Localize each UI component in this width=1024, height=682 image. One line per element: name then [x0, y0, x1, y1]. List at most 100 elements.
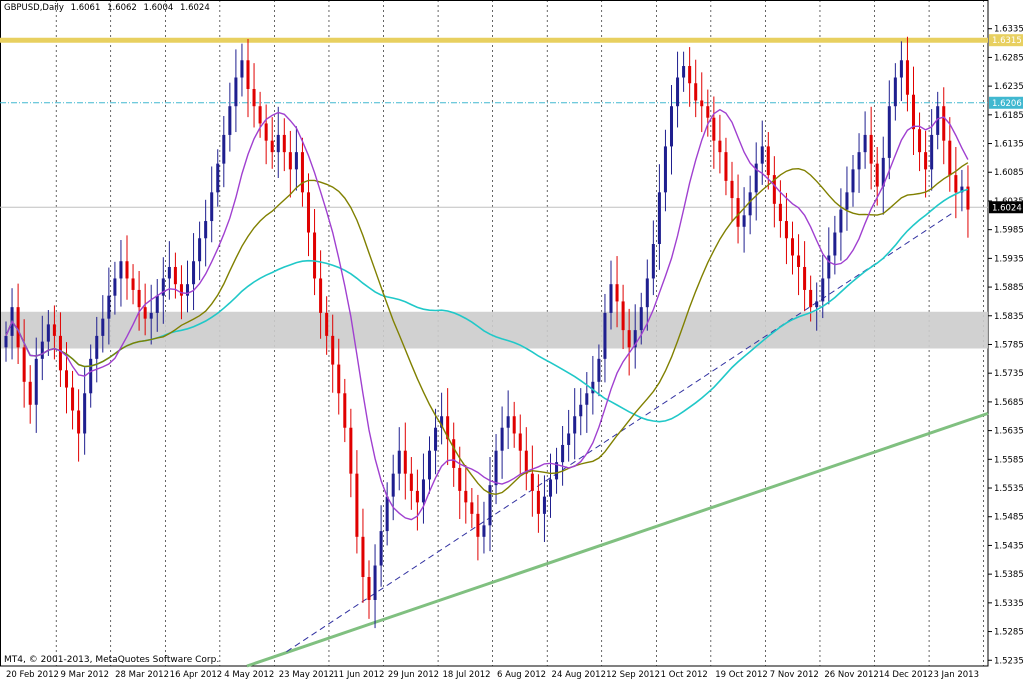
candle-body — [536, 490, 540, 514]
candle-body — [809, 289, 813, 308]
chart-header: GBPUSD,Daily 1.6061 1.6062 1.6004 1.6024 — [4, 3, 214, 13]
candle-body — [276, 134, 280, 153]
candle-body — [657, 192, 661, 245]
candle-body — [71, 387, 75, 411]
candle-body — [706, 106, 710, 118]
x-tick-label: 11 Jun 2012 — [333, 670, 384, 680]
x-tick-label: 26 Nov 2012 — [824, 670, 878, 680]
candle-body — [797, 255, 801, 267]
y-tick-label: 1.5935 — [994, 254, 1024, 264]
candle-body — [688, 66, 692, 84]
candle-body — [839, 209, 843, 233]
candle-body — [149, 312, 153, 319]
candle-body — [591, 381, 595, 394]
candle-body — [52, 324, 56, 336]
candle-body — [331, 335, 335, 365]
candle-body — [264, 123, 268, 141]
candle-body — [131, 278, 135, 290]
candle-body — [270, 140, 274, 153]
candle-body — [313, 232, 317, 279]
candle-body — [676, 77, 680, 107]
candle-body — [603, 312, 607, 359]
candle-body — [718, 140, 722, 153]
candle-body — [288, 152, 292, 170]
candle-body — [542, 496, 546, 514]
candle-body — [651, 244, 655, 279]
candle-body — [712, 117, 716, 141]
y-tick-label: 1.6285 — [994, 53, 1024, 63]
x-tick-label: 1 Oct 2012 — [661, 670, 708, 680]
candle-body — [954, 175, 958, 193]
candle-body — [95, 335, 99, 359]
candle-body — [942, 106, 946, 141]
candle-body — [615, 284, 619, 302]
candle-body — [46, 324, 50, 342]
candle-body — [125, 261, 129, 279]
candle-body — [742, 215, 746, 227]
candle-body — [216, 163, 220, 193]
candle-body — [355, 473, 359, 537]
candle-body — [155, 295, 159, 313]
x-tick-label: 12 Sep 2012 — [606, 670, 660, 680]
candle-body — [83, 393, 87, 434]
candle-body — [694, 83, 698, 101]
candle-body — [470, 502, 474, 514]
y-tick-label: 1.5635 — [994, 427, 1024, 437]
y-tick-label: 1.5385 — [994, 570, 1024, 580]
candle-body — [833, 232, 837, 256]
candle-body — [766, 146, 770, 176]
candle-body — [573, 416, 577, 434]
candle-body — [294, 152, 298, 170]
candle-body — [173, 266, 177, 285]
x-tick-label: 16 Apr 2012 — [170, 670, 223, 680]
candle-body — [567, 433, 571, 445]
candle-body — [409, 473, 413, 491]
y-tick-label: 1.6335 — [994, 25, 1024, 35]
y-tick-label: 1.6235 — [994, 82, 1024, 92]
x-tick-label: 14 Dec 2012 — [879, 670, 933, 680]
candle-body — [911, 94, 916, 130]
y-tick-label: 1.5485 — [994, 513, 1024, 523]
x-tick-label: 23 May 2012 — [279, 670, 334, 680]
close-value: 1.6024 — [179, 3, 210, 13]
candle-body — [222, 134, 226, 164]
candle-body — [440, 416, 444, 428]
candle-body — [349, 427, 353, 474]
resistance-price-label-bg — [989, 34, 1023, 47]
candle-body — [966, 186, 970, 210]
candle-body — [464, 490, 468, 503]
candle-body — [361, 536, 365, 578]
y-tick-label: 1.5685 — [994, 398, 1024, 408]
x-tick-label: 29 Jun 2012 — [388, 670, 439, 680]
candle-body — [192, 261, 196, 285]
candle-body — [639, 307, 643, 331]
candle-body — [367, 577, 371, 600]
candle-body — [875, 163, 879, 187]
candle-body — [434, 427, 438, 451]
dashed-trendline — [286, 212, 954, 653]
candle-body — [234, 77, 238, 107]
candle-body — [258, 106, 262, 124]
candle-body — [760, 146, 764, 164]
candle-body — [385, 496, 389, 532]
x-tick-label: 18 Jul 2012 — [442, 670, 490, 680]
candle-body — [282, 134, 286, 153]
candle-body — [772, 175, 776, 204]
candle-body — [512, 416, 516, 434]
candle-body — [373, 565, 377, 600]
candle-body — [337, 364, 341, 394]
candle-body — [179, 284, 183, 296]
candle-body — [246, 60, 250, 89]
candle-body — [4, 335, 8, 348]
copyright-text: MT4, © 2001-2013, MetaQuotes Software Co… — [4, 655, 220, 665]
candle-body — [143, 307, 147, 319]
low-value: 1.6004 — [143, 3, 174, 13]
candle-body — [16, 307, 20, 348]
candle-body — [488, 485, 492, 526]
candle-body — [627, 330, 631, 348]
candle-body — [863, 134, 867, 153]
candle-body — [34, 358, 38, 405]
candle-body — [936, 106, 940, 135]
